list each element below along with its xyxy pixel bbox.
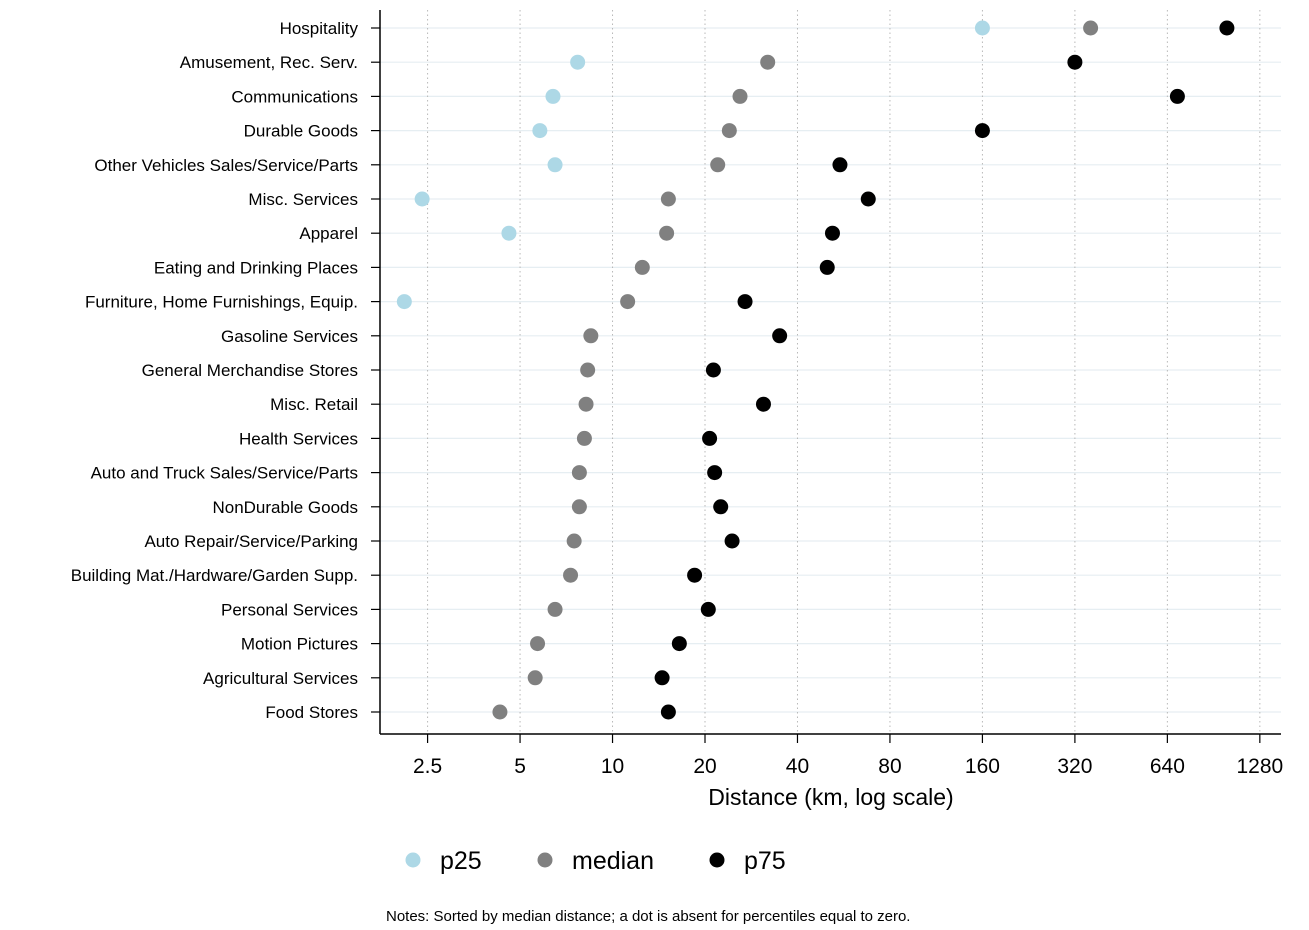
point-median — [571, 465, 587, 481]
category-label: Communications — [231, 87, 358, 106]
point-p75 — [700, 601, 716, 617]
category-label: General Merchandise Stores — [142, 361, 358, 380]
point-p75 — [974, 123, 990, 139]
x-tick-label: 20 — [693, 755, 716, 778]
point-median — [563, 567, 579, 583]
category-label: Gasoline Services — [221, 327, 358, 346]
point-p75 — [824, 225, 840, 241]
point-median — [580, 362, 596, 378]
point-median — [760, 54, 776, 70]
point-p25 — [501, 225, 517, 241]
legend-marker-median — [537, 852, 553, 868]
category-label: NonDurable Goods — [212, 498, 358, 517]
point-p75 — [860, 191, 876, 207]
point-p75 — [832, 157, 848, 173]
category-label: Misc. Retail — [270, 395, 358, 414]
point-median — [527, 670, 543, 686]
point-median — [566, 533, 582, 549]
x-tick-label: 1280 — [1236, 755, 1283, 778]
category-label: Eating and Drinking Places — [154, 258, 358, 277]
chart-note: Notes: Sorted by median distance; a dot … — [386, 908, 910, 925]
point-median — [571, 499, 587, 515]
point-median — [721, 123, 737, 139]
point-median — [583, 328, 599, 344]
point-p75 — [755, 396, 771, 412]
grid — [380, 10, 1281, 734]
point-p75 — [671, 636, 687, 652]
point-median — [547, 601, 563, 617]
category-label: Misc. Services — [248, 190, 358, 209]
point-p75 — [819, 259, 835, 275]
point-p25 — [974, 20, 990, 36]
x-tick-label: 40 — [786, 755, 809, 778]
x-axis-ticks: 2.5 5 10 20 40 80 160 320 640 1280 — [413, 734, 1283, 778]
category-label: Personal Services — [221, 600, 358, 619]
point-median — [710, 157, 726, 173]
category-label: Motion Pictures — [241, 635, 358, 654]
x-tick-label: 2.5 — [413, 755, 442, 778]
category-label: Durable Goods — [244, 122, 358, 141]
axes — [379, 10, 1281, 735]
point-p75 — [713, 499, 729, 515]
point-median — [660, 191, 676, 207]
category-label: Food Stores — [265, 703, 358, 722]
point-p25 — [570, 54, 586, 70]
point-p75 — [772, 328, 788, 344]
point-p25 — [547, 157, 563, 173]
point-p75 — [702, 430, 718, 446]
category-label: Hospitality — [280, 19, 359, 38]
category-label: Furniture, Home Furnishings, Equip. — [85, 293, 358, 312]
point-p75 — [1219, 20, 1235, 36]
point-median — [732, 88, 748, 104]
legend-marker-p25 — [405, 852, 421, 868]
x-axis-title: Distance (km, log scale) — [708, 784, 953, 810]
point-median — [659, 225, 675, 241]
category-label: Building Mat./Hardware/Garden Supp. — [71, 566, 358, 585]
point-p75 — [660, 704, 676, 720]
point-median — [578, 396, 594, 412]
point-p25 — [532, 123, 548, 139]
category-label: Health Services — [239, 429, 358, 448]
category-label: Auto Repair/Service/Parking — [144, 532, 358, 551]
legend-label-median: median — [572, 847, 654, 875]
point-p75 — [705, 362, 721, 378]
point-p75 — [724, 533, 740, 549]
point-p75 — [737, 294, 753, 310]
point-p25 — [545, 88, 561, 104]
point-median — [634, 259, 650, 275]
point-p75 — [687, 567, 703, 583]
category-label: Auto and Truck Sales/Service/Parts — [91, 464, 358, 483]
y-axis-ticks: Hospitality Amusement, Rec. Serv. Communic… — [71, 19, 380, 722]
point-p75 — [1169, 88, 1185, 104]
category-label: Other Vehicles Sales/Service/Parts — [94, 156, 358, 175]
point-p75 — [1067, 54, 1083, 70]
point-p25 — [396, 294, 412, 310]
x-tick-label: 10 — [601, 755, 624, 778]
data-points — [396, 20, 1235, 720]
category-label: Apparel — [299, 224, 358, 243]
legend-marker-p75 — [709, 852, 725, 868]
x-tick-label: 320 — [1057, 755, 1092, 778]
x-tick-label: 80 — [878, 755, 901, 778]
legend: p25 median p75 — [405, 847, 786, 875]
x-tick-label: 5 — [514, 755, 526, 778]
point-median — [576, 430, 592, 446]
point-median — [530, 636, 546, 652]
point-p25 — [414, 191, 430, 207]
point-median — [620, 294, 636, 310]
point-median — [1083, 20, 1099, 36]
x-tick-label: 640 — [1150, 755, 1185, 778]
point-p75 — [707, 465, 723, 481]
category-label: Agricultural Services — [203, 669, 358, 688]
legend-label-p25: p25 — [440, 847, 482, 875]
point-median — [492, 704, 508, 720]
point-p75 — [654, 670, 670, 686]
legend-label-p75: p75 — [744, 847, 786, 875]
category-label: Amusement, Rec. Serv. — [180, 53, 358, 72]
x-tick-label: 160 — [965, 755, 1000, 778]
